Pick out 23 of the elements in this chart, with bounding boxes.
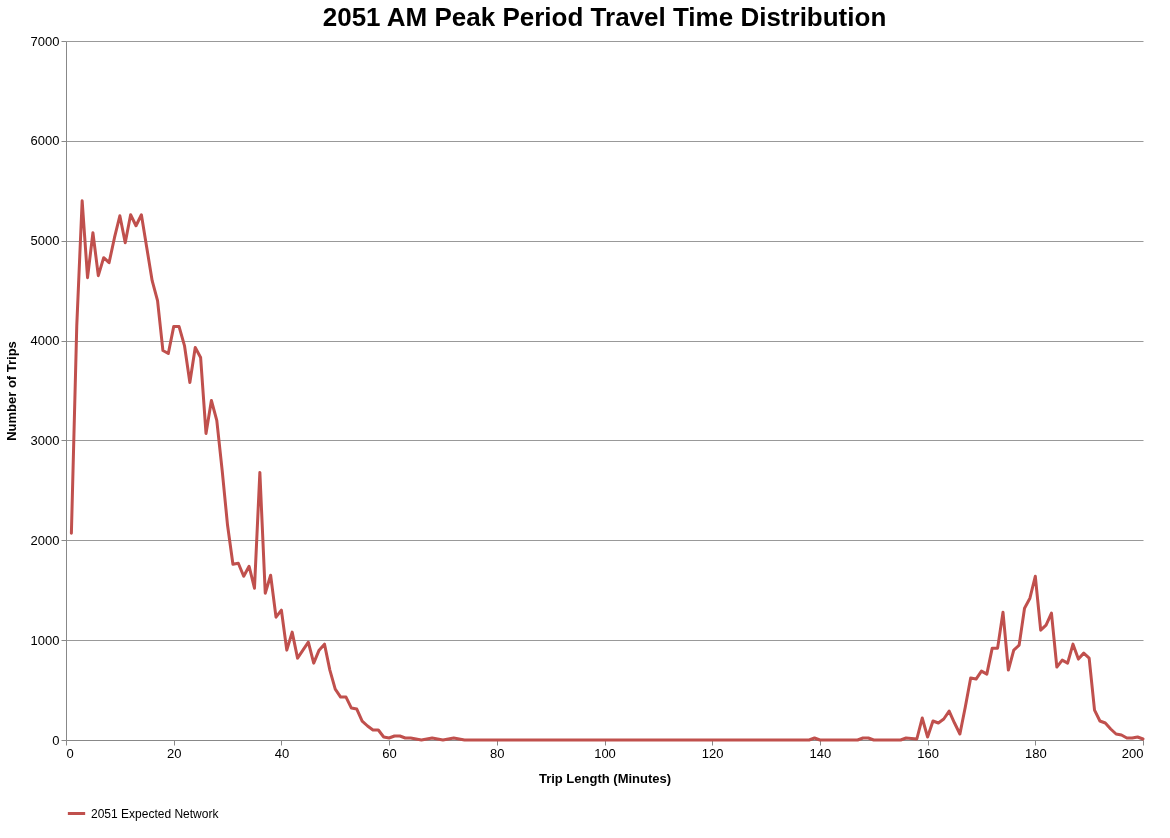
y-tick-label: 7000 — [30, 33, 60, 49]
y-tick-label: 3000 — [30, 432, 60, 448]
x-tick-label: 140 — [809, 745, 832, 761]
y-tick-label: 2000 — [30, 532, 60, 548]
x-tick-label: 40 — [274, 745, 290, 761]
x-tick-label: 20 — [166, 745, 182, 761]
chart-title: 2051 AM Peak Period Travel Time Distribution — [322, 2, 887, 32]
x-tick-label: 180 — [1024, 745, 1047, 761]
x-tick-label: 120 — [701, 745, 724, 761]
x-tick-label: 100 — [594, 745, 616, 761]
x-tick-label: 80 — [490, 745, 505, 761]
y-tick-label: 1000 — [30, 632, 60, 648]
x-tick-label: 60 — [382, 745, 397, 761]
legend-label: 2051 Expected Network — [91, 806, 220, 821]
y-axis-title: Number of Trips — [3, 341, 19, 441]
y-tick-label: 6000 — [30, 133, 60, 149]
x-axis-title: Trip Length (Minutes) — [538, 770, 672, 786]
x-tick-label: 0 — [66, 745, 74, 761]
y-tick-label: 5000 — [30, 233, 60, 249]
x-tick-label: 200 — [1121, 745, 1144, 761]
x-tick-label: 160 — [917, 745, 939, 761]
y-tick-label: 0 — [52, 732, 60, 748]
y-tick-label: 4000 — [30, 333, 60, 349]
